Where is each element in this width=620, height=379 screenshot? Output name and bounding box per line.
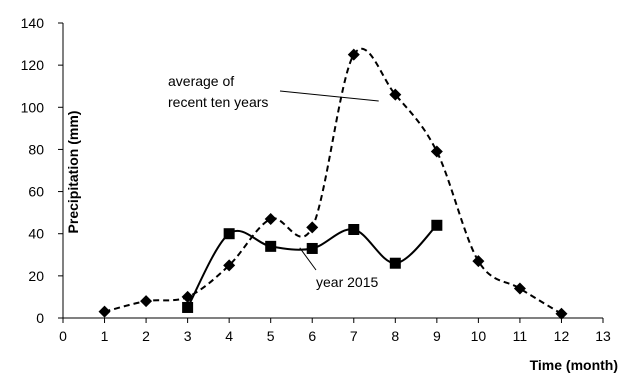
x-tick-label: 6 [308,328,316,344]
y-tick-label: 100 [21,99,45,115]
data-point-average [555,307,568,320]
x-tick-label: 3 [184,328,192,344]
x-tick-label: 8 [391,328,399,344]
x-tick-label: 1 [101,328,109,344]
y-tick-label: 80 [28,141,44,157]
x-tick-label: 4 [225,328,233,344]
x-tick-label: 11 [513,328,528,344]
data-markers [98,48,568,320]
data-point-average [430,145,443,158]
series-label-average-line: recent ten years [168,94,268,110]
data-point-average [181,290,194,303]
data-point-year2015 [348,224,360,235]
x-tick-label: 9 [433,328,441,344]
x-tick-label: 0 [59,328,67,344]
x-axis-title: Time (month) [530,357,618,373]
series-label-average: average of recent ten years [168,73,268,110]
data-point-year2015 [306,242,318,254]
series-label-year2015: year 2015 [316,274,378,290]
data-point-average [140,295,153,308]
data-point-year2015 [182,301,194,313]
data-point-average [306,221,319,234]
y-axis-title: Precipitation (mm) [65,111,81,234]
data-point-year2015 [431,219,443,231]
x-tick-label: 5 [267,328,275,344]
x-tick-label: 13 [595,328,611,344]
x-tick-label: 10 [471,328,487,344]
data-point-average [389,88,402,101]
leader-line-year2015 [299,247,317,271]
data-point-year2015 [389,257,401,269]
series-annotations: average of recent ten years year 2015 [168,73,379,290]
y-tick-label: 20 [28,268,44,284]
data-point-average [98,305,111,318]
data-point-average [264,212,277,225]
y-tick-label: 0 [36,310,44,326]
series-label-average-line: average of [168,73,234,89]
data-point-average [347,48,360,61]
x-tick-label: 12 [554,328,570,344]
data-point-year2015 [265,240,277,252]
y-tick-label: 140 [21,15,45,31]
y-tick-label: 40 [28,226,44,242]
x-tick-label: 7 [350,328,358,344]
y-tick-label: 120 [21,57,45,73]
leader-line-average [279,90,379,102]
data-point-average [472,255,485,268]
data-point-average [513,282,526,295]
y-tick-label: 60 [28,184,44,200]
data-point-year2015 [223,228,235,240]
data-point-average [223,259,236,272]
x-tick-label: 2 [142,328,150,344]
